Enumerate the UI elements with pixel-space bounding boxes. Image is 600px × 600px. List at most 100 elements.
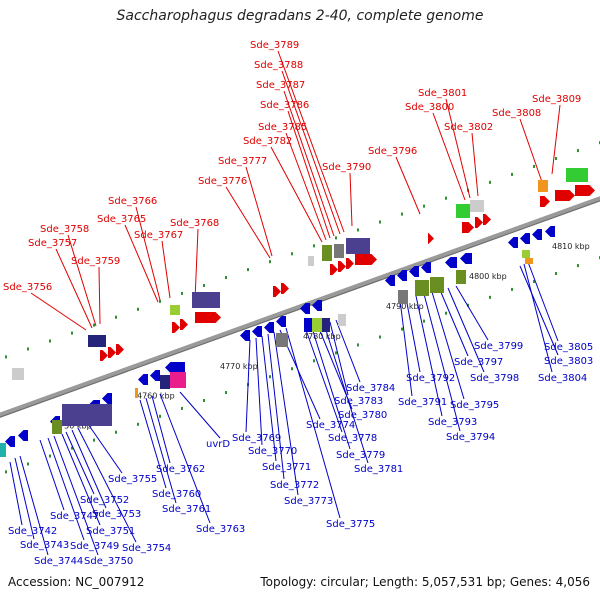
tick-label: 4790 kbp: [386, 302, 424, 311]
forward-gene-label: Sde_3766: [108, 196, 157, 207]
forward-gene-label: Sde_3757: [28, 238, 77, 249]
reverse-leader: [179, 391, 221, 439]
track-dot: [577, 264, 579, 268]
feature-block: [170, 372, 186, 388]
forward-leader: [161, 240, 171, 299]
forward-gene-label: Sde_3767: [134, 230, 183, 241]
reverse-gene-label: Sde_3742: [8, 526, 57, 537]
forward-gene-label: Sde_3790: [322, 162, 371, 173]
reverse-gene-label: Sde_3753: [92, 509, 141, 520]
forward-leader: [55, 248, 93, 329]
feature-block: [192, 292, 220, 308]
track-dot: [533, 279, 535, 283]
forward-gene-arrow: [475, 217, 483, 228]
track-dot: [291, 252, 293, 256]
forward-leader: [349, 172, 353, 227]
forward-gene-label: Sde_3785: [258, 122, 307, 133]
forward-gene-arrow: [575, 185, 595, 196]
reverse-gene-label: Sde_3783: [334, 396, 383, 407]
forward-gene-arrow: [483, 214, 491, 225]
track-dot: [335, 351, 337, 355]
reverse-leader: [523, 263, 553, 373]
reverse-gene-arrow: [102, 393, 112, 404]
track-dot: [27, 462, 29, 466]
tick-label: 4770 kbp: [220, 362, 258, 371]
forward-gene-arrow: [338, 261, 346, 272]
reverse-gene-label: Sde_3797: [454, 357, 503, 368]
reverse-gene-label: Sde_3781: [354, 464, 403, 475]
tick-label: 4810 kbp: [552, 242, 590, 251]
track-dot: [159, 414, 161, 418]
track-dot: [225, 391, 227, 395]
track-dot: [489, 295, 491, 299]
feature-block: [525, 258, 533, 264]
track-dot: [511, 287, 513, 291]
lower-dotted-track: [5, 256, 600, 474]
reverse-gene-label: Sde_3798: [470, 373, 519, 384]
reverse-leader: [255, 337, 263, 446]
reverse-gene-label: Sde_3794: [446, 432, 495, 443]
reverse-gene-label: Sde_3779: [336, 450, 385, 461]
feature-block: [312, 318, 322, 332]
track-dot: [71, 331, 73, 335]
reverse-leader: [431, 291, 465, 400]
track-dot: [357, 228, 359, 232]
forward-gene-arrow: [355, 254, 377, 265]
track-dot: [445, 311, 447, 315]
forward-gene-arrow: [281, 283, 289, 294]
reverse-leader: [405, 297, 421, 373]
reverse-gene-arrow: [165, 362, 185, 373]
reverse-leader: [47, 437, 85, 541]
reverse-leader: [305, 329, 343, 433]
reverse-leader: [77, 427, 137, 543]
forward-gene-arrow: [462, 222, 474, 233]
forward-leader: [281, 70, 341, 235]
reverse-leader: [439, 289, 469, 357]
tick-mark: [398, 286, 401, 293]
track-dot: [269, 375, 271, 379]
reverse-gene-label: Sde_3773: [284, 496, 333, 507]
forward-gene-label: Sde_3768: [170, 218, 219, 229]
track-dot: [137, 422, 139, 426]
feature-block: [308, 256, 314, 266]
feature-block: [398, 290, 408, 304]
forward-gene-label: Sde_3787: [256, 80, 305, 91]
forward-gene-label: Sde_3809: [532, 94, 581, 105]
forward-leader: [471, 132, 479, 197]
reverse-gene-label: Sde_3762: [156, 464, 205, 475]
feature-block: [88, 335, 106, 347]
feature-block: [170, 305, 180, 315]
forward-gene-arrow: [273, 286, 281, 297]
reverse-leader: [311, 327, 351, 450]
track-dot: [379, 220, 381, 224]
reverse-gene-label: Sde_3795: [450, 400, 499, 411]
forward-leader: [194, 228, 199, 301]
reverse-gene-arrow: [409, 266, 419, 277]
reverse-leader: [65, 431, 95, 495]
track-dot: [335, 236, 337, 240]
reverse-gene-arrow: [252, 326, 262, 337]
reverse-gene-arrow: [300, 303, 310, 314]
feature-block: [566, 168, 588, 182]
track-dot: [159, 299, 161, 303]
reverse-gene-label: Sde_3778: [328, 433, 377, 444]
feature-block: [522, 250, 530, 258]
track-dot: [115, 430, 117, 434]
forward-leader: [395, 156, 421, 215]
feature-block: [276, 333, 288, 347]
reverse-leader: [9, 461, 23, 526]
track-dot: [93, 323, 95, 327]
track-dot: [5, 470, 7, 474]
reverse-gene-label: Sde_3799: [474, 341, 523, 352]
reverse-leader: [273, 331, 299, 496]
forward-leader: [30, 292, 87, 331]
reverse-gene-label: Sde_3793: [428, 417, 477, 428]
track-dot: [291, 367, 293, 371]
reverse-gene-arrow: [397, 270, 407, 281]
forward-leader: [245, 166, 273, 257]
reverse-leader: [447, 287, 485, 373]
forward-gene-label: Sde_3801: [418, 88, 467, 99]
track-dot: [533, 164, 535, 168]
track-dot: [379, 335, 381, 339]
reverse-gene-arrow: [520, 233, 530, 244]
